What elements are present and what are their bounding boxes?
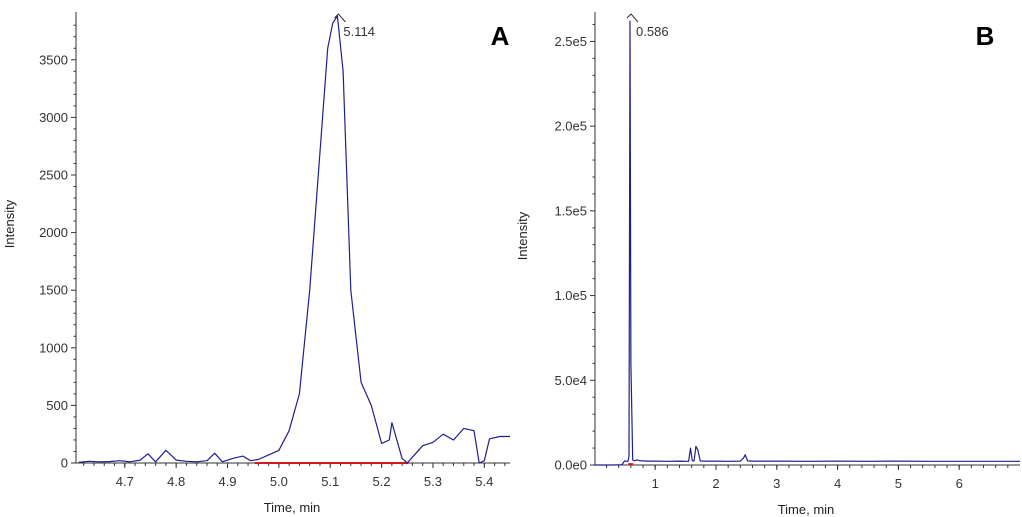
trace-line-a <box>78 15 510 464</box>
y-tick-label-b: 5.0e4 <box>554 373 587 388</box>
y-tick-label-a: 1500 <box>39 283 68 298</box>
panel-label-a: A <box>491 21 510 51</box>
x-axis-title-b: Time, min <box>778 502 835 517</box>
trace-line-b <box>595 20 1020 466</box>
x-tick-label-a: 5.0 <box>270 474 288 489</box>
x-tick-label-a: 5.4 <box>475 474 493 489</box>
y-tick-label-a: 0 <box>61 456 68 471</box>
x-tick-label-b: 3 <box>773 476 780 491</box>
peak-marker-b <box>626 13 639 23</box>
x-tick-label-b: 1 <box>652 476 659 491</box>
x-tick-label-a: 4.9 <box>218 474 236 489</box>
y-tick-label-b: 2.5e5 <box>554 34 587 49</box>
x-tick-label-b: 5 <box>895 476 902 491</box>
y-axis-title-b: Intensity <box>515 211 530 260</box>
y-tick-label-b: 0.0e0 <box>554 458 587 473</box>
chart-panel-b: Intensity Time, min B 0.0e0 5.0e4 1.0e5 1.5… <box>515 12 1020 517</box>
x-tick-label-b: 2 <box>712 476 719 491</box>
x-tick-label-a: 5.1 <box>321 474 339 489</box>
y-tick-label-a: 3500 <box>39 52 68 67</box>
y-tick-label-a: 1000 <box>39 340 68 355</box>
x-tick-label-a: 4.7 <box>116 474 134 489</box>
panel-label-b: B <box>976 21 995 51</box>
y-tick-label-a: 3000 <box>39 110 68 125</box>
peak-marker-a <box>334 13 346 23</box>
chart-panel-a: Intensity Time, min A 0 500 1000 1500 2000 25… <box>2 12 510 515</box>
x-tick-label-b: 4 <box>834 476 841 491</box>
y-tick-label-a: 2500 <box>39 167 68 182</box>
y-tick-label-a: 2000 <box>39 225 68 240</box>
x-axis-title-a: Time, min <box>264 500 321 515</box>
x-tick-label-b: 6 <box>956 476 963 491</box>
peak-label-b: 0.586 <box>636 24 669 39</box>
y-tick-label-b: 2.0e5 <box>554 119 587 134</box>
x-tick-label-a: 4.8 <box>167 474 185 489</box>
y-tick-label-b: 1.5e5 <box>554 203 587 218</box>
y-tick-label-b: 1.0e5 <box>554 288 587 303</box>
x-tick-label-a: 5.3 <box>424 474 442 489</box>
y-axis-title-a: Intensity <box>2 199 17 248</box>
x-tick-label-a: 5.2 <box>373 474 391 489</box>
y-tick-label-a: 500 <box>46 398 68 413</box>
peak-label-a: 5.114 <box>343 24 375 39</box>
